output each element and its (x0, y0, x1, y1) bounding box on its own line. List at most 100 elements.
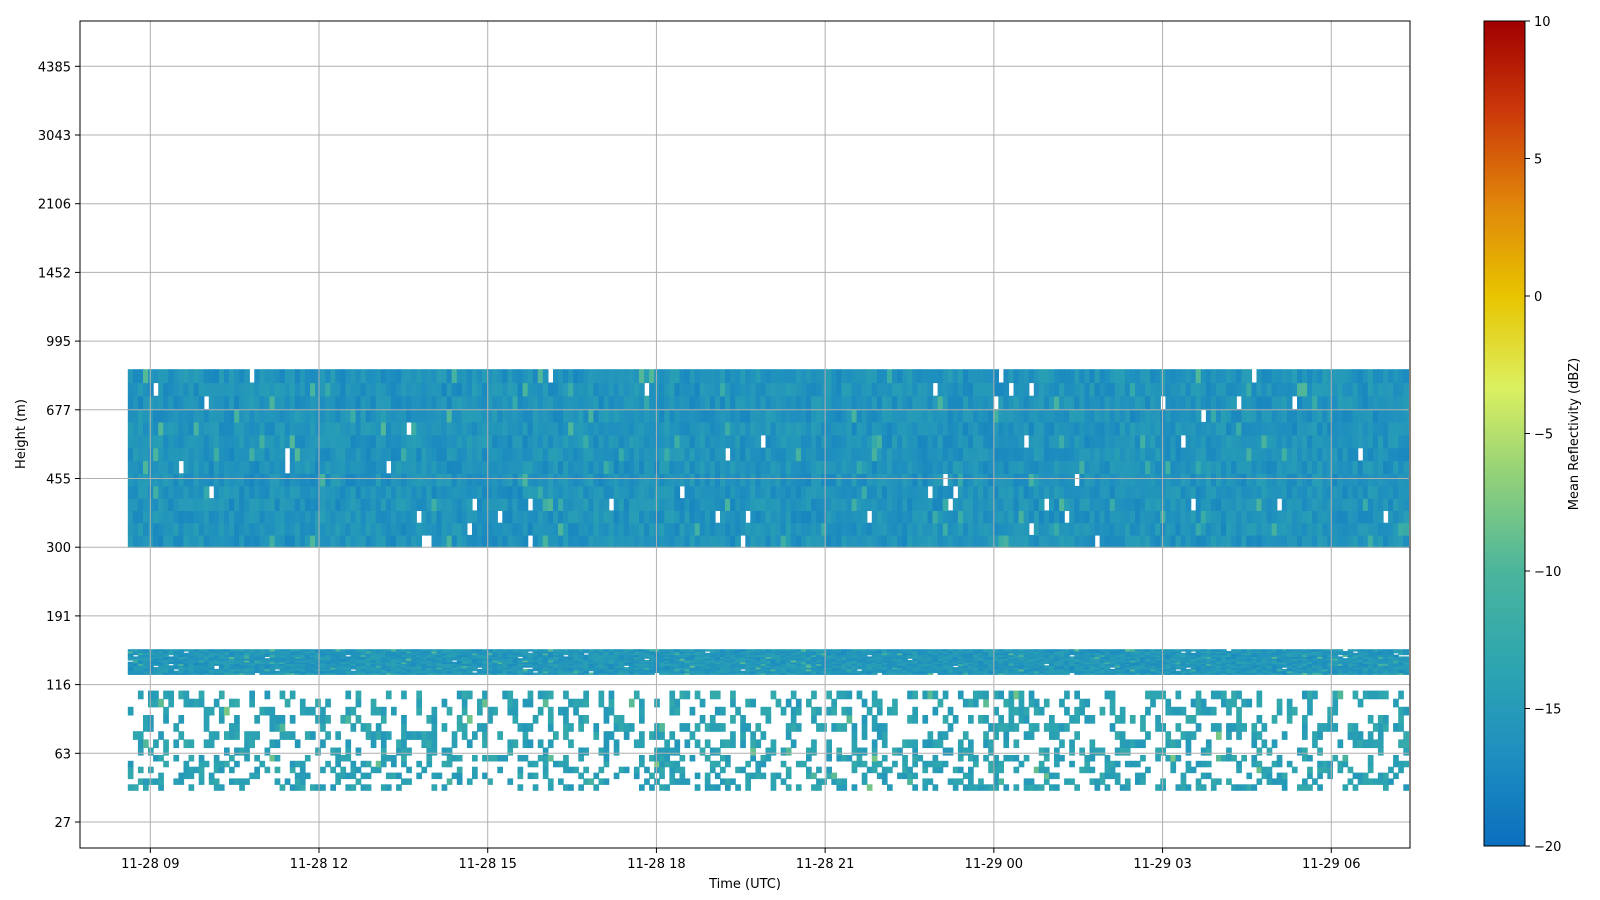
heatmap-cell (132, 661, 139, 665)
heatmap-cell (451, 522, 458, 536)
heatmap-cell (234, 369, 240, 384)
heatmap-cell (598, 667, 605, 670)
heatmap-cell (203, 665, 210, 668)
heatmap-cell (1135, 382, 1141, 397)
heatmap-cell (664, 421, 670, 436)
heatmap-cell (441, 670, 448, 674)
heatmap-cell (633, 667, 640, 670)
heatmap-cell (998, 447, 1004, 462)
heatmap-cell (775, 421, 782, 436)
heatmap-cell (639, 668, 645, 672)
heatmap-cell (208, 663, 215, 666)
heatmap-cell (289, 498, 296, 511)
heatmap-cell (1049, 395, 1055, 410)
heatmap-cell (1084, 421, 1091, 436)
heatmap-cell (163, 665, 169, 668)
heatmap-cell (1114, 534, 1121, 548)
heatmap-cell (183, 510, 190, 524)
heatmap-cell (310, 382, 316, 397)
heatmap-cell (750, 382, 756, 397)
heatmap-cell (355, 667, 362, 670)
heatmap-cell (1059, 434, 1065, 449)
heatmap-cell (553, 652, 559, 656)
heatmap-cell (259, 652, 266, 656)
heatmap-cell (436, 672, 443, 675)
heatmap-cell (158, 395, 164, 410)
heatmap-cell (1398, 382, 1404, 397)
heatmap-cell (325, 473, 331, 487)
heatmap-cell (168, 395, 174, 410)
heatmap-cell (401, 473, 407, 487)
heatmap-cell (527, 660, 534, 663)
heatmap-cell (1018, 369, 1025, 384)
heatmap-cell (436, 667, 443, 670)
heatmap-cell (795, 473, 802, 487)
heatmap-cell (492, 473, 498, 487)
heatmap-cell (401, 660, 407, 663)
heatmap-cell (568, 522, 574, 536)
heatmap-cell (239, 652, 245, 656)
heatmap-cell (304, 460, 311, 474)
heatmap-cell (583, 395, 589, 410)
heatmap-cell (396, 473, 402, 487)
heatmap-cell (851, 460, 858, 474)
heatmap-cell (335, 652, 341, 656)
heatmap-cell (299, 654, 306, 657)
heatmap-cell (1079, 395, 1085, 410)
heatmap-cell (173, 460, 180, 474)
heatmap-cell (492, 652, 498, 656)
heatmap-cell (143, 672, 149, 675)
heatmap-cell (396, 498, 402, 511)
heatmap-cell (472, 447, 478, 462)
heatmap-cell (952, 369, 959, 384)
heatmap-cell (355, 663, 362, 666)
heatmap-cell (618, 663, 625, 666)
heatmap-cell (1084, 510, 1091, 524)
heatmap-cell (137, 654, 144, 657)
heatmap-cell (1069, 421, 1075, 436)
heatmap-cell (983, 434, 989, 449)
heatmap-cell (730, 534, 736, 548)
heatmap-cell (193, 668, 200, 672)
heatmap-cell (659, 498, 665, 511)
heatmap-cell (137, 661, 144, 665)
heatmap-cell (957, 369, 964, 384)
heatmap-cell (1327, 382, 1333, 397)
heatmap-cell (876, 421, 883, 436)
heatmap-cell (1089, 485, 1096, 499)
heatmap-cell (1210, 485, 1217, 499)
heatmap-cell (633, 652, 640, 656)
heatmap-cell (1236, 460, 1242, 474)
heatmap-cell (988, 473, 994, 487)
heatmap-cell (456, 672, 463, 675)
heatmap-cell (558, 660, 564, 663)
heatmap-cell (183, 665, 190, 668)
heatmap-cell (1180, 447, 1187, 462)
heatmap-cell (881, 498, 888, 511)
heatmap-cell (1170, 473, 1177, 487)
heatmap-cell (370, 652, 377, 656)
heatmap-cell (679, 668, 686, 672)
heatmap-cell (664, 670, 670, 674)
heatmap-cell (912, 473, 918, 487)
heatmap-cell (644, 665, 650, 668)
heatmap-cell (846, 369, 853, 384)
heatmap-cell (947, 522, 954, 536)
heatmap-cell (1079, 460, 1085, 474)
heatmap-cell (720, 369, 726, 384)
heatmap-cell (401, 654, 407, 657)
heatmap-cell (477, 652, 483, 656)
heatmap-cell (1357, 485, 1364, 499)
heatmap-cell (507, 510, 514, 524)
heatmap-cell (694, 485, 701, 499)
heatmap-cell (957, 460, 964, 474)
heatmap-cell (1033, 421, 1040, 436)
heatmap-cell (355, 668, 362, 672)
heatmap-cell (239, 395, 245, 410)
heatmap-cell (461, 672, 468, 675)
heatmap-cell (482, 658, 488, 661)
heatmap-cell (441, 473, 448, 487)
heatmap-cell (1231, 460, 1237, 474)
heatmap-cell (446, 670, 453, 674)
heatmap-cell (765, 421, 772, 436)
